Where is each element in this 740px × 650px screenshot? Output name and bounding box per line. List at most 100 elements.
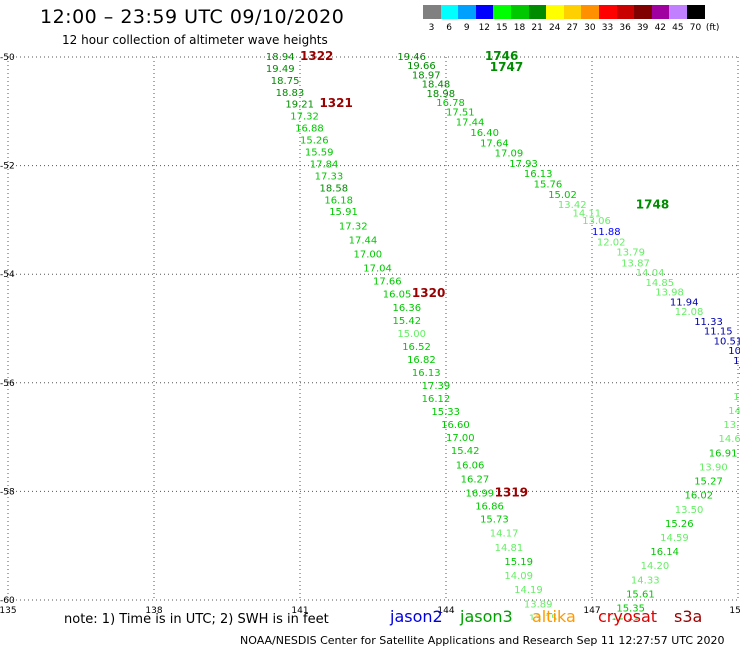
- data-point-label: 14.11: [573, 208, 602, 219]
- data-point-label: 15.42: [451, 446, 480, 457]
- x-tick-label: 135: [0, 606, 17, 616]
- mission-label-s3a: s3a: [674, 607, 703, 626]
- data-point-label: 18.94: [266, 52, 295, 63]
- x-tick-label: 141: [291, 606, 308, 616]
- data-point-label: 17.00: [354, 250, 383, 261]
- data-point-label: 14.59: [660, 533, 689, 544]
- data-point-label: 12.08: [675, 307, 704, 318]
- color-swatch: [634, 5, 653, 19]
- data-point-label: 13.06: [582, 216, 611, 227]
- track-number-label: 1322: [300, 49, 333, 63]
- mission-label-jason2: jason2: [390, 607, 443, 626]
- data-point-label: 15.59: [305, 147, 334, 158]
- color-legend-unit: (ft): [705, 23, 720, 33]
- color-swatch: [423, 5, 441, 19]
- data-point-label: 15.35: [616, 604, 645, 615]
- mission-label-jason3: jason3: [460, 607, 513, 626]
- data-point-label: 15.26: [665, 519, 694, 530]
- data-point-label: 18.75: [271, 76, 300, 87]
- y-tick-label: -56: [0, 379, 15, 389]
- data-point-label: 14.20: [641, 561, 670, 572]
- y-tick-label: -50: [0, 53, 15, 63]
- axis-tick-labels: 135138141144147150-50-52-54-56-58-60: [0, 53, 740, 616]
- data-point-label: 13.87: [621, 258, 650, 269]
- data-point-label: 15.33: [431, 407, 460, 418]
- data-point-label: 15.73: [480, 515, 509, 526]
- data-point-label: 15.81: [611, 618, 640, 620]
- y-tick-label: -54: [0, 270, 15, 280]
- color-swatch-label: 33: [601, 23, 614, 33]
- color-swatch-label: 18: [513, 23, 526, 33]
- color-swatch-label: 36: [619, 23, 631, 33]
- data-point-label: 15.19: [504, 557, 533, 568]
- color-swatch-label: 12: [478, 23, 491, 33]
- data-point-label: 14.81: [495, 543, 524, 554]
- x-tick-label: 138: [145, 606, 162, 616]
- color-swatch: [563, 5, 582, 19]
- chart-title: 12:00 – 23:59 UTC 09/10/2020: [40, 6, 345, 28]
- x-tick-label: 144: [437, 606, 454, 616]
- data-point-label: 17.64: [480, 138, 509, 149]
- data-point-label: 18.97: [412, 70, 441, 81]
- mission-label-altika: altika: [532, 607, 576, 626]
- data-point-label: 15.42: [392, 316, 421, 327]
- data-point-label: 16.18: [324, 195, 353, 206]
- color-swatch-label: 30: [584, 23, 596, 33]
- color-swatch-label: 42: [654, 23, 667, 33]
- color-swatch: [440, 5, 459, 19]
- color-swatch-label: 45: [672, 23, 684, 33]
- data-point-label: 17.44: [456, 118, 485, 129]
- color-swatch: [599, 5, 617, 19]
- color-swatch-label: 21: [531, 23, 543, 33]
- data-point-label: 16.06: [456, 460, 485, 471]
- data-points: 18.9419.4918.7518.8319.2117.3216.8815.26…: [266, 52, 740, 620]
- data-point-label: 14.85: [646, 278, 675, 289]
- data-point-label: 13.90: [699, 462, 728, 473]
- wave-height-chart: 135138141144147150-50-52-54-56-58-60 132…: [0, 49, 740, 620]
- data-point-label: 14.19: [514, 585, 543, 596]
- data-point-label: 17.33: [315, 171, 344, 182]
- data-point-label: 16.27: [461, 474, 490, 485]
- data-point-label: 17.51: [446, 107, 475, 118]
- data-point-label: 13.98: [655, 288, 684, 299]
- y-tick-label: -60: [0, 596, 15, 606]
- data-point-label: 14.09: [504, 571, 533, 582]
- data-point-label: 16.36: [392, 303, 421, 314]
- y-tick-label: -58: [0, 487, 15, 497]
- color-swatch-label: 6: [446, 23, 452, 33]
- data-point-label: 16.12: [422, 394, 451, 405]
- color-swatch: [511, 5, 529, 19]
- data-point-label: 16.52: [402, 342, 431, 353]
- data-point-label: 17.32: [290, 112, 319, 123]
- data-point-label: 11.33: [694, 317, 723, 328]
- data-point-label: 16.13: [412, 368, 441, 379]
- track-number-label: 1320: [412, 286, 445, 300]
- color-swatch: [458, 5, 477, 19]
- data-point-label: 18.48: [422, 80, 451, 91]
- track-number-label: 1747: [490, 60, 523, 74]
- data-point-label: 14.04: [636, 268, 665, 279]
- data-point-label: 1: [738, 366, 740, 377]
- data-point-label: 15.00: [397, 329, 426, 340]
- data-point-label: 10.6: [733, 356, 740, 367]
- color-swatch: [687, 5, 705, 19]
- chart-note: note: 1) Time is in UTC; 2) SWH is in fe…: [64, 612, 329, 627]
- data-point-label: 16.40: [470, 128, 499, 139]
- data-point-label: 10.51: [714, 336, 740, 347]
- footer-credit: NOAA/NESDIS Center for Satellite Applica…: [240, 634, 725, 647]
- data-point-label: 17.32: [339, 221, 368, 232]
- data-point-label: 14: [733, 392, 740, 403]
- track-number-label: 1746: [485, 49, 518, 63]
- data-point-label: 14.33: [631, 575, 660, 586]
- data-point-label: 16.78: [436, 98, 465, 109]
- x-tick-label: 147: [583, 606, 600, 616]
- grid-lines: [7, 56, 739, 601]
- data-point-label: 17.84: [310, 159, 339, 170]
- color-swatch-label: 9: [463, 23, 470, 33]
- data-point-label: 17.04: [363, 264, 392, 275]
- data-point-label: 19.66: [407, 61, 436, 72]
- color-swatch: [493, 5, 512, 19]
- data-point-label: 13.50: [675, 505, 704, 516]
- data-point-label: 13.15: [529, 613, 558, 620]
